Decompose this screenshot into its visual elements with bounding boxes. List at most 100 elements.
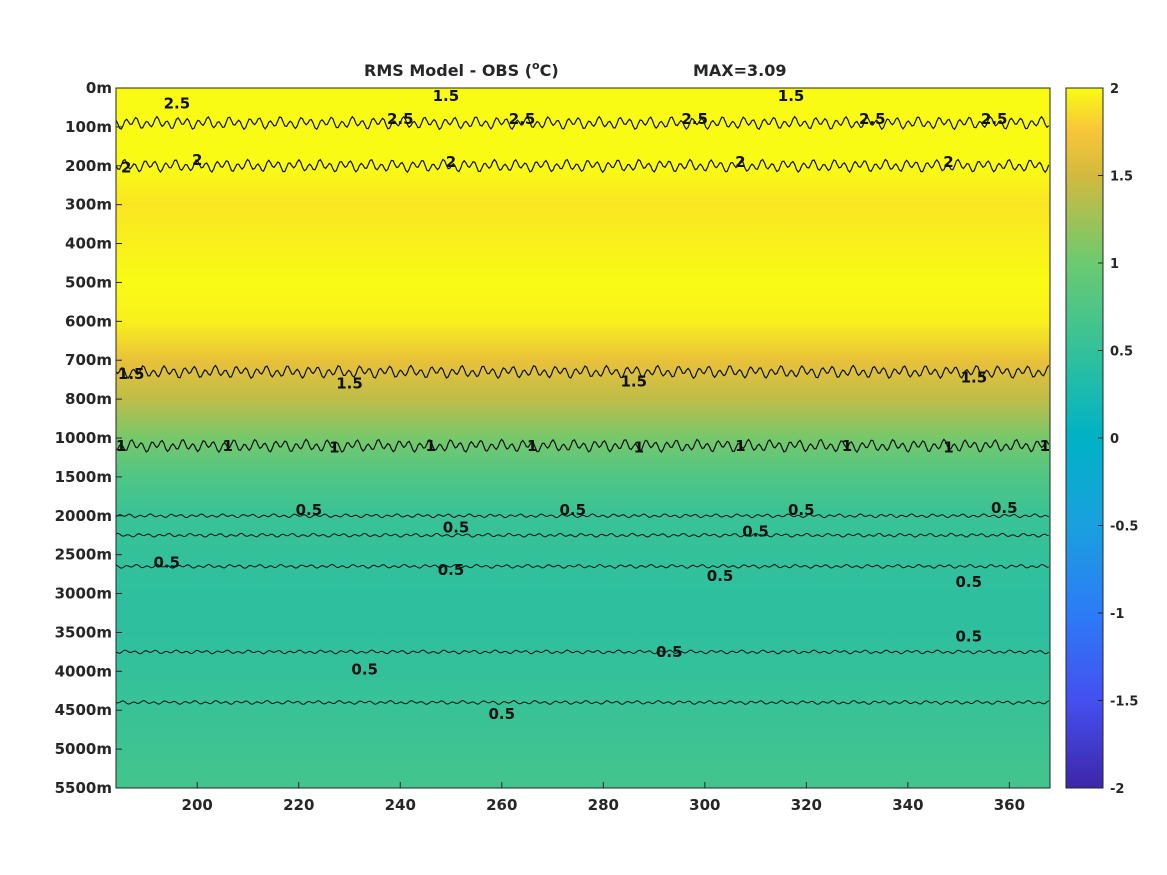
contour-label: 2.5	[387, 110, 414, 128]
y-tick-label: 800m	[65, 390, 112, 408]
contour-label: 2.5	[681, 110, 708, 128]
contour-label: 1.5	[433, 87, 460, 105]
max-label: MAX=3.09	[693, 61, 787, 80]
colorbar-gradient	[1065, 87, 1104, 789]
contour-label: 2	[943, 153, 953, 171]
plot-area: 2.5 1.5 1.5 2.5 2.5 2.5 2.5 2.5 2 2 2 2 2 1.5 1.5 1.5 1.…	[115, 87, 1051, 789]
y-tick-label: 4000m	[55, 662, 112, 680]
contour-label: 2	[192, 151, 202, 169]
contour-label: 1	[527, 437, 537, 455]
contour-label: 1	[735, 437, 745, 455]
y-tick-label: 300m	[65, 196, 112, 214]
x-tick-label: 300	[689, 796, 720, 814]
colorbar-tick-label: -2	[1110, 782, 1124, 797]
contour-label: 1	[116, 437, 126, 455]
contour-label: 0.5	[788, 501, 815, 519]
y-tick-label: 700m	[65, 351, 112, 369]
contour-label: 0.5	[956, 573, 983, 591]
y-tick-label: 2500m	[55, 546, 112, 564]
contour-lines	[116, 115, 1050, 705]
x-tick-label: 220	[283, 796, 314, 814]
y-tick-label: 400m	[65, 235, 112, 253]
contour-label: 0.5	[956, 627, 983, 645]
colorbar-tick-label: 0	[1110, 432, 1119, 447]
colorbar-tick-label: -1	[1110, 607, 1124, 622]
contour-label: 0.5	[296, 501, 323, 519]
title-main: RMS Model - OBS (	[364, 61, 532, 80]
contour-label: 0.5	[560, 501, 587, 519]
y-tick-label: 100m	[65, 118, 112, 136]
y-tick-label: 2000m	[55, 507, 112, 525]
x-tick-label: 260	[486, 796, 517, 814]
x-tick-label: 320	[791, 796, 822, 814]
contour-line	[116, 649, 1050, 655]
y-tick-label: 200m	[65, 157, 112, 175]
title-degree-sup: o	[532, 59, 540, 72]
contour-label: 0.5	[489, 705, 516, 723]
colorbar-ticks: 2 1.5 1 0.5 0 -0.5 -1 -1.5 -2	[1098, 82, 1138, 797]
colorbar-tick-label: 1.5	[1110, 170, 1133, 185]
contour-label: 1	[1040, 437, 1050, 455]
contour-label: 0.5	[154, 553, 181, 571]
contour-label: 0.5	[991, 499, 1018, 517]
x-tick-label: 280	[588, 796, 619, 814]
x-tick-label: 200	[182, 796, 213, 814]
y-tick-label: 0m	[86, 79, 112, 97]
contour-label: 0.5	[742, 522, 769, 540]
contour-label: 1	[842, 437, 852, 455]
contour-label: 1	[634, 439, 644, 457]
contour-label: 2	[735, 153, 745, 171]
contour-label: 2	[446, 153, 456, 171]
contour-label: 2.5	[981, 110, 1008, 128]
contour-label: 0.5	[351, 660, 378, 678]
contour-label: 1	[943, 439, 953, 457]
contour-label: 1.5	[621, 373, 648, 391]
contour-label: 1.5	[961, 369, 988, 387]
y-tick-label: 1500m	[55, 468, 112, 486]
contour-labels: 2.5 1.5 1.5 2.5 2.5 2.5 2.5 2.5 2 2 2 2 2 1.5 1.5 1.5 1.…	[116, 87, 1050, 723]
contour-label: 0.5	[443, 518, 470, 536]
contour-line	[116, 513, 1049, 519]
colorbar-tick-label: -1.5	[1110, 695, 1138, 710]
contour-line	[116, 364, 1050, 380]
colorbar: 2 1.5 1 0.5 0 -0.5 -1 -1.5 -2	[1065, 82, 1138, 797]
y-tick-label: 1000m	[55, 429, 112, 447]
contour-label: 1.5	[778, 87, 805, 105]
contour-label: 0.5	[707, 567, 734, 585]
colorbar-tick-label: 0.5	[1110, 345, 1133, 360]
contour-line	[116, 532, 1049, 538]
y-axis: 0m 100m 200m 300m 400m 500m 600m 700m 800m 1000m 1…	[55, 79, 122, 797]
y-tick-label: 5000m	[55, 740, 112, 758]
contour-label: 1	[425, 437, 435, 455]
y-tick-label: 500m	[65, 273, 112, 291]
x-tick-label: 240	[385, 796, 416, 814]
contour-line	[116, 563, 1049, 569]
x-axis: 200 220 240 260 280 300 320 340 360	[182, 782, 1025, 814]
x-tick-label: 340	[892, 796, 923, 814]
y-tick-label: 3000m	[55, 585, 112, 603]
contour-line	[116, 115, 1050, 131]
contour-label: 2.5	[509, 110, 536, 128]
contour-label: 1.5	[118, 365, 145, 383]
contour-label: 0.5	[438, 561, 465, 579]
contour-label: 2.5	[164, 95, 191, 113]
y-tick-label: 600m	[65, 312, 112, 330]
title-unit: C)	[540, 61, 559, 80]
colorbar-tick-label: 2	[1110, 82, 1119, 97]
contour-label: 1	[222, 437, 232, 455]
colorbar-tick-label: -0.5	[1110, 520, 1138, 535]
contour-line	[116, 438, 1050, 454]
contour-label: 1	[329, 439, 339, 457]
contour-line	[116, 158, 1050, 174]
y-tick-label: 3500m	[55, 623, 112, 641]
chart-title: RMS Model - OBS (oC)	[364, 59, 559, 80]
y-tick-label: 5500m	[55, 779, 112, 797]
contour-label: 1.5	[336, 375, 363, 393]
contour-label: 2.5	[859, 110, 886, 128]
contour-label: 0.5	[656, 643, 683, 661]
rms-field	[116, 88, 1050, 788]
y-tick-label: 4500m	[55, 701, 112, 719]
contour-label: 2	[121, 159, 131, 177]
x-tick-label: 360	[994, 796, 1025, 814]
